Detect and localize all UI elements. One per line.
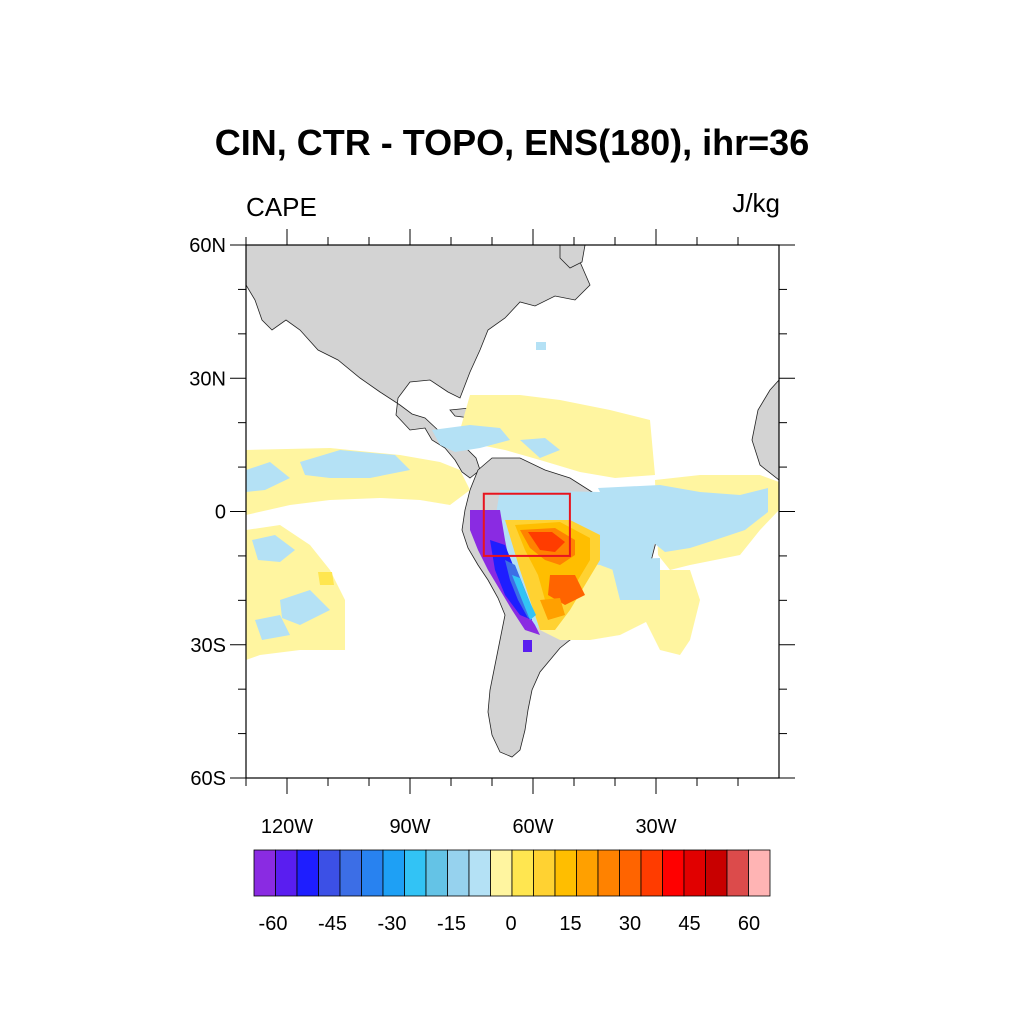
colorbar-swatch (748, 849, 771, 897)
greenland (559, 245, 586, 269)
colorbar-swatch (576, 849, 599, 897)
colorbar-swatch (382, 849, 405, 897)
north-america (246, 245, 591, 479)
colorbar-swatch (318, 849, 341, 897)
colorbar-label: -60 (259, 913, 288, 935)
africa (751, 379, 779, 481)
colorbar-label: 45 (678, 913, 700, 935)
lat-tick-label: 0 (215, 502, 226, 524)
colorbar-label: 60 (738, 913, 760, 935)
right-subtitle: J/kg (732, 188, 780, 218)
lat-tick-label: 30N (189, 368, 226, 390)
map-title: CIN, CTR - TOPO, ENS(180), ihr=36 (214, 122, 810, 163)
colorbar-swatch (662, 849, 685, 897)
colorbar-swatch (597, 849, 620, 897)
region-box (482, 492, 571, 557)
colorbar-swatch (253, 849, 276, 897)
colorbar-swatch (511, 849, 534, 897)
lon-tick-label: 120W (261, 816, 313, 838)
colorbar-swatch (404, 849, 427, 897)
colorbar-swatch (447, 849, 470, 897)
lat-tick-label: 60N (189, 235, 226, 257)
lon-tick-label: 90W (389, 816, 430, 838)
lat-tick-label: 30S (190, 635, 226, 657)
colorbar-swatch (490, 849, 513, 897)
colorbar-swatch (296, 849, 319, 897)
colorbar-swatch (619, 849, 642, 897)
colorbar-swatch (425, 849, 448, 897)
colorbar-swatch (683, 849, 706, 897)
colorbar-swatch (705, 849, 728, 897)
colorbar-swatch (554, 849, 577, 897)
map-content (246, 245, 779, 778)
colorbar-label: -15 (437, 913, 466, 935)
colorbar: -60 -45 -30 -15 0 15 30 45 60 (253, 849, 771, 935)
colorbar-swatch (361, 849, 384, 897)
axis-ticks: 60N 30N 0 30S 60S 120W 90W 60W 30W (189, 229, 795, 838)
left-subtitle: CAPE (246, 192, 317, 222)
colorbar-label: 30 (619, 913, 641, 935)
lon-tick-label: 60W (512, 816, 553, 838)
lat-tick-label: 60S (190, 768, 226, 790)
field-shading (246, 342, 779, 660)
colorbar-swatch (468, 849, 491, 897)
colorbar-label: -45 (318, 913, 347, 935)
colorbar-swatch (640, 849, 663, 897)
colorbar-swatch (726, 849, 749, 897)
colorbar-label: -30 (378, 913, 407, 935)
colorbar-swatch (275, 849, 298, 897)
colorbar-label: 15 (559, 913, 581, 935)
lon-tick-label: 30W (635, 816, 676, 838)
colorbar-swatch (339, 849, 362, 897)
colorbar-swatch (533, 849, 556, 897)
colorbar-label: 0 (505, 913, 516, 935)
